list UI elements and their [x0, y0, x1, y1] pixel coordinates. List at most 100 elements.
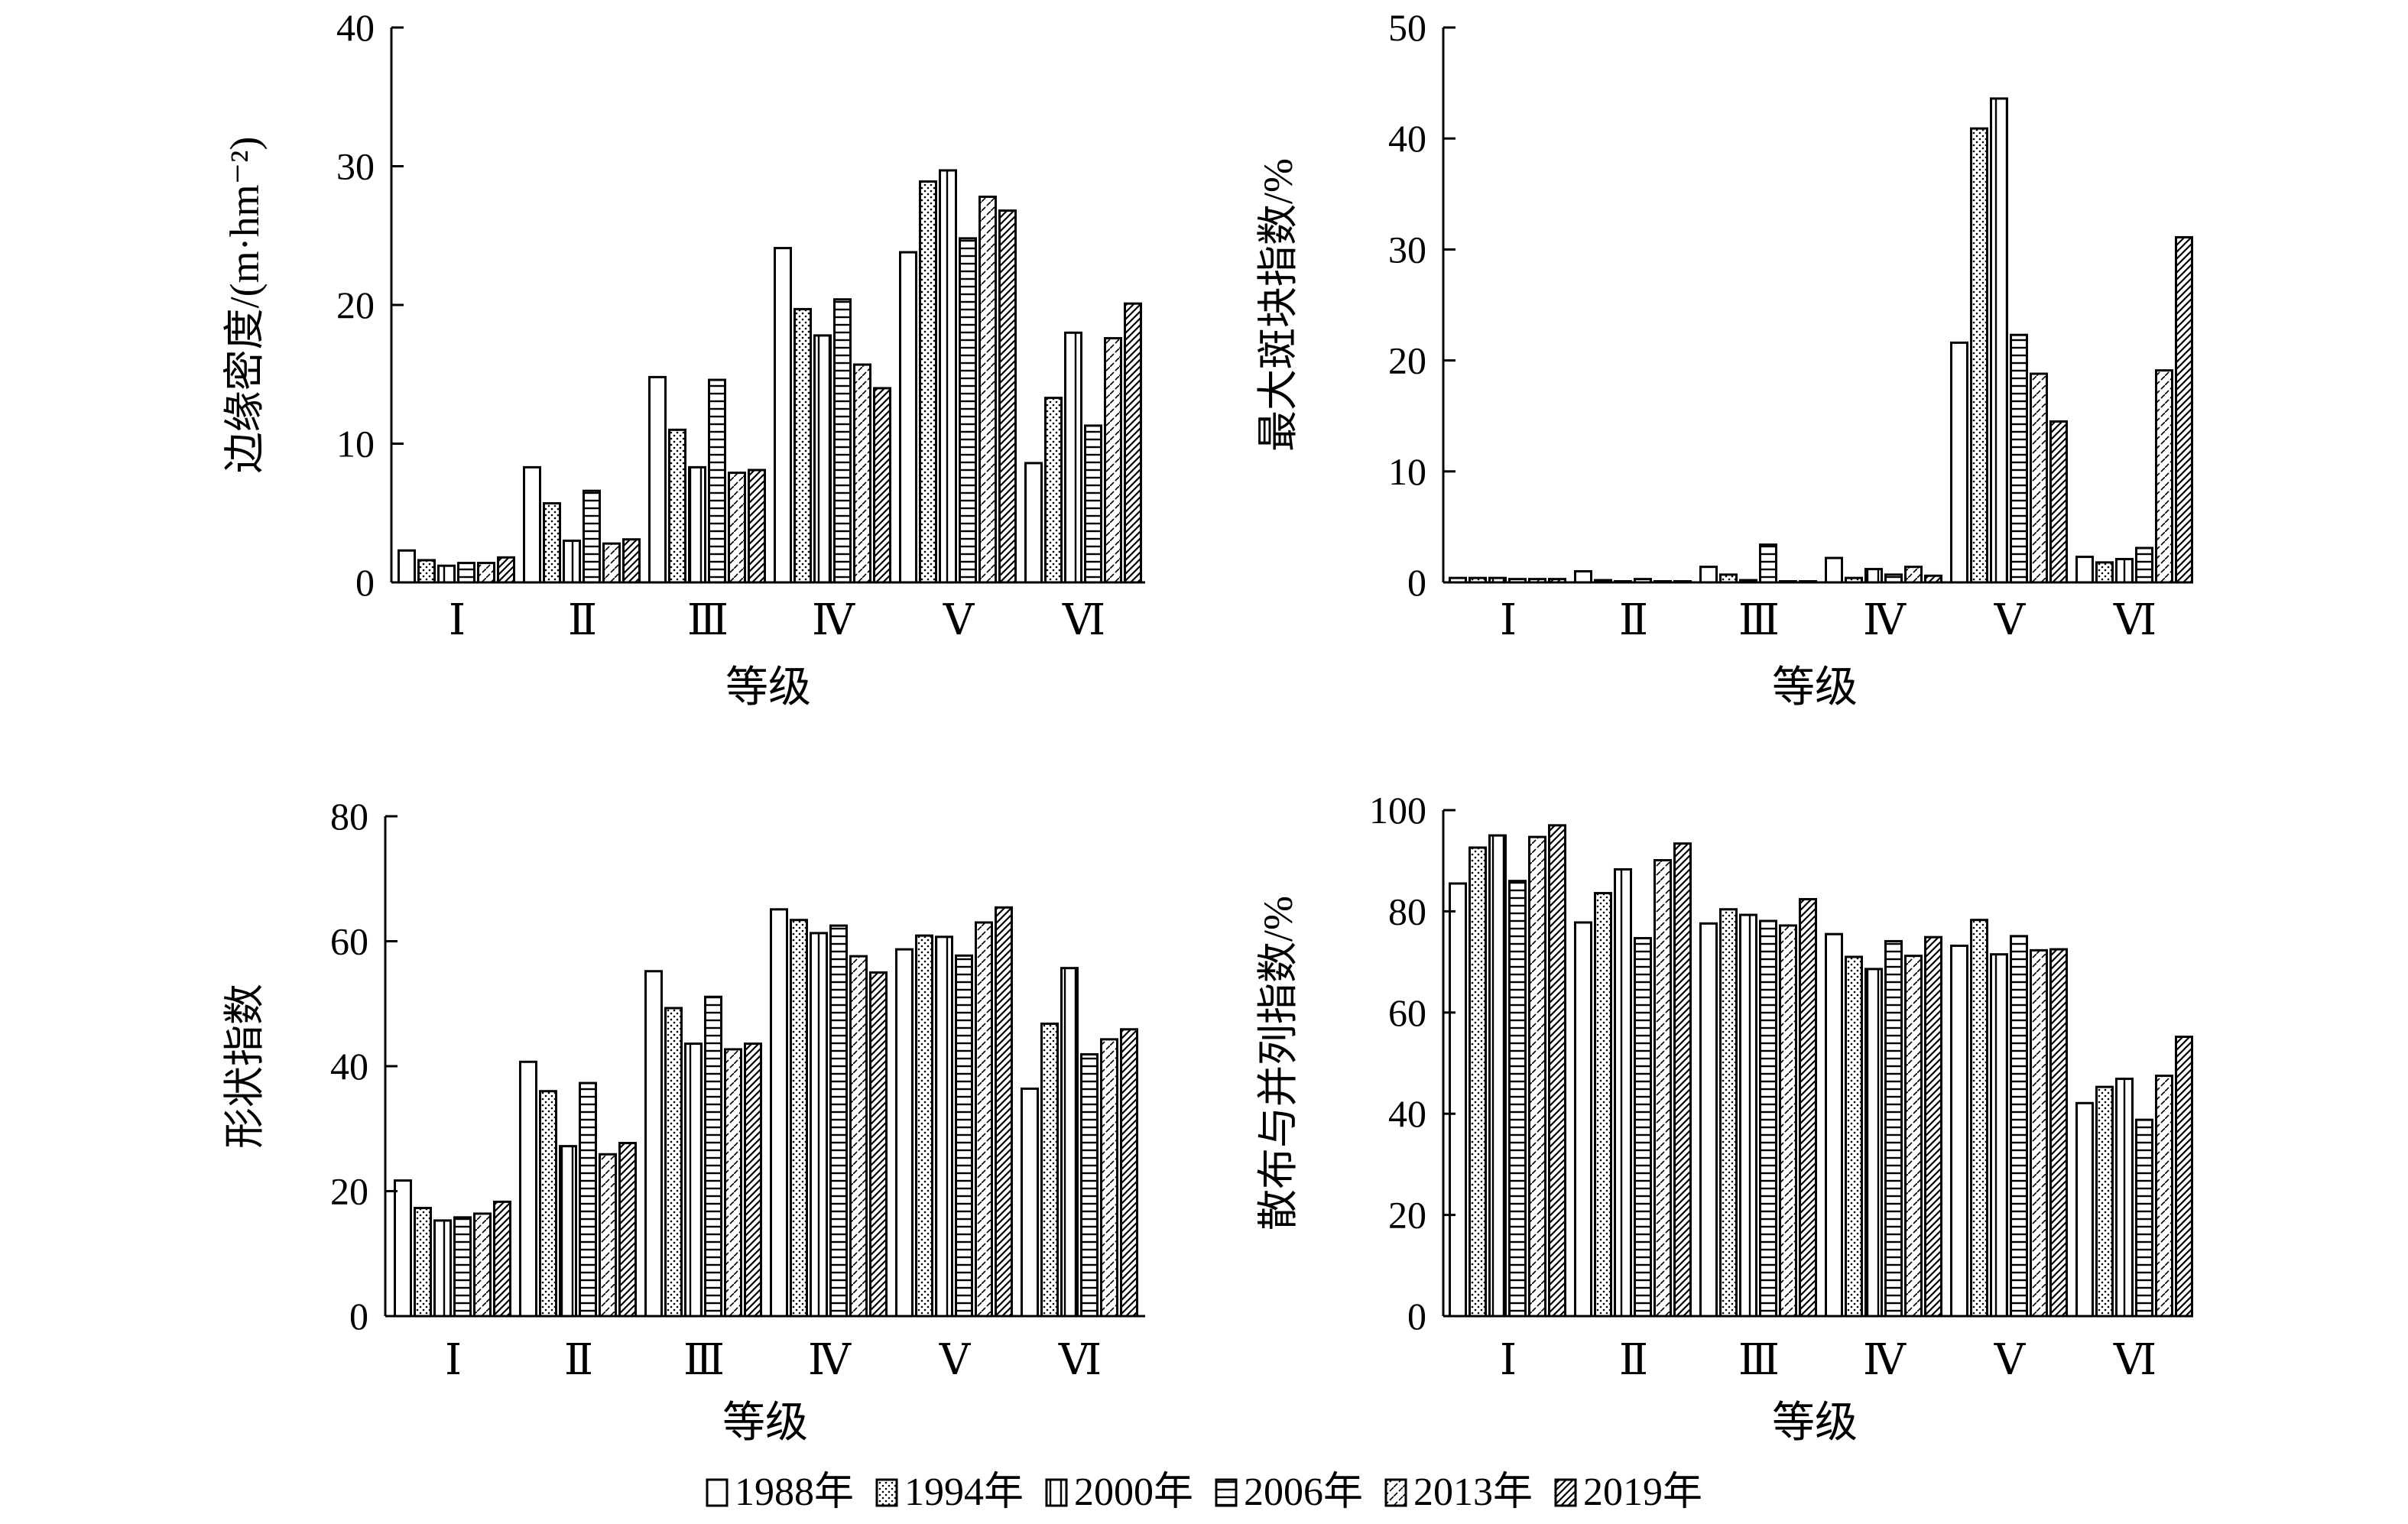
bar-panel1-2000年-Ⅴ [939, 169, 957, 584]
bar-panel3-2006年-Ⅳ [829, 924, 848, 1318]
bar-panel4-1994年-Ⅴ [1970, 919, 1988, 1318]
bar-panel1-1988年-Ⅳ [774, 247, 792, 584]
category-label: Ⅵ [2113, 1337, 2156, 1384]
legend-item-1988: 1988年 [706, 1473, 854, 1513]
category-label: Ⅰ [445, 1337, 462, 1384]
y-tick-label: 80 [1388, 890, 1426, 932]
bar-panel2-2013年-Ⅵ [2155, 369, 2173, 584]
x-axis-title: 等级 [1772, 664, 1858, 712]
bar-panel1-2019年-Ⅰ [497, 556, 515, 584]
y-tick-label: 60 [1388, 991, 1426, 1034]
legend-swatch-dots [875, 1478, 898, 1507]
category-label: Ⅴ [943, 597, 975, 644]
bar-panel1-1988年-Ⅲ [648, 375, 667, 584]
legend-label: 2000年 [1073, 1470, 1193, 1514]
bar-panel2-1994年-Ⅲ [1719, 573, 1738, 584]
bar-panel1-2006年-Ⅱ [583, 489, 601, 584]
bar-panel2-1988年-Ⅲ [1699, 566, 1718, 584]
bar-panel3-2006年-Ⅵ [1080, 1052, 1099, 1318]
bar-panel4-2006年-Ⅳ [1884, 939, 1903, 1318]
bar-panel4-1994年-Ⅱ [1594, 892, 1612, 1318]
bar-panel3-2006年-Ⅴ [955, 954, 973, 1318]
bar-panel4-1988年-Ⅲ [1699, 922, 1718, 1318]
y-tick-label: 100 [1369, 789, 1426, 832]
bar-panel4-1988年-Ⅰ [1449, 882, 1467, 1318]
category-label: Ⅳ [808, 1337, 852, 1384]
bar-panel1-2019年-Ⅵ [1124, 302, 1142, 584]
bar-panel2-2006年-Ⅴ [2010, 333, 2028, 584]
y-axis-title: 边缘密度/(m·hm⁻²) [222, 137, 268, 474]
bar-panel2-2013年-Ⅴ [2030, 372, 2048, 584]
legend-swatch-vlines [1045, 1478, 1068, 1507]
bar-panel1-2013年-Ⅰ [477, 562, 495, 584]
bar-panel1-2006年-Ⅲ [708, 378, 726, 584]
bar-panel2-1988年-Ⅴ [1950, 341, 1968, 584]
legend-swatch-hlines [1215, 1478, 1238, 1507]
y-tick-label: 20 [330, 1170, 368, 1213]
bar-panel3-1994年-Ⅵ [1040, 1022, 1059, 1318]
category-label: Ⅳ [1863, 1337, 1907, 1384]
legend-swatch-dashes [1384, 1478, 1407, 1507]
bar-panel4-2006年-Ⅱ [1634, 936, 1652, 1318]
category-label: Ⅴ [939, 1337, 972, 1384]
bar-panel2-1994年-Ⅵ [2095, 561, 2114, 584]
bar-panel1-2006年-Ⅴ [959, 237, 977, 584]
category-label: Ⅲ [683, 1337, 725, 1384]
bar-panel3-2013年-Ⅲ [724, 1048, 742, 1318]
bar-panel2-2000年-Ⅳ [1864, 568, 1883, 584]
bar-panel4-2013年-Ⅱ [1653, 859, 1672, 1318]
y-tick-label: 50 [1388, 6, 1426, 49]
legend: 1988年 1994年 2000年 2006年 2013年 2019年 [0, 1466, 2408, 1519]
legend-swatch-diag [1554, 1478, 1577, 1507]
bar-panel4-2013年-Ⅰ [1528, 835, 1546, 1318]
bar-panel1-1988年-Ⅱ [523, 465, 541, 584]
y-tick-label: 0 [349, 1295, 368, 1338]
bar-panel1-2000年-Ⅲ [688, 465, 706, 584]
bar-panel1-1994年-Ⅴ [919, 180, 937, 584]
bar-panel3-2013年-Ⅳ [849, 955, 868, 1318]
bar-panel1-1994年-Ⅳ [793, 307, 812, 584]
category-label: Ⅳ [812, 597, 855, 644]
y-axis-title: 散布与并列指数/% [1255, 896, 1301, 1231]
category-label: Ⅲ [687, 597, 729, 644]
bar-panel2-1988年-Ⅵ [2075, 556, 2094, 584]
bar-panel4-2000年-Ⅳ [1864, 968, 1883, 1318]
bar-panel1-2006年-Ⅳ [833, 298, 852, 584]
bar-panel4-2000年-Ⅲ [1739, 913, 1757, 1318]
bar-panel1-2000年-Ⅳ [813, 334, 832, 584]
x-axis-title: 等级 [1772, 1399, 1858, 1447]
category-label: Ⅰ [1500, 597, 1517, 644]
bar-panel3-2000年-Ⅲ [684, 1042, 703, 1318]
bar-panel4-2019年-Ⅴ [2049, 948, 2068, 1318]
bar-panel4-2013年-Ⅴ [2030, 948, 2048, 1318]
bar-panel1-2019年-Ⅱ [622, 538, 641, 584]
bar-panel4-2019年-Ⅲ [1799, 898, 1817, 1318]
bar-panel1-1994年-Ⅵ [1044, 397, 1063, 584]
category-label: Ⅰ [1500, 1337, 1517, 1384]
bar-panel2-1988年-Ⅱ [1574, 569, 1592, 584]
category-label: Ⅱ [1619, 1337, 1648, 1384]
bar-panel3-2006年-Ⅲ [704, 995, 722, 1318]
bar-panel1-1994年-Ⅲ [668, 428, 686, 584]
bar-panel1-2006年-Ⅰ [457, 562, 475, 584]
category-label: Ⅱ [568, 597, 597, 644]
legend-label: 1988年 [734, 1470, 854, 1514]
bar-panel2-2019年-Ⅵ [2175, 235, 2193, 584]
y-tick-label: 0 [355, 561, 375, 604]
bar-panel3-1988年-Ⅴ [895, 948, 914, 1318]
y-tick-label: 20 [1388, 339, 1426, 382]
bar-panel1-2019年-Ⅲ [748, 469, 766, 584]
bar-panel4-1994年-Ⅲ [1719, 908, 1738, 1318]
y-tick-label: 20 [1388, 1194, 1426, 1237]
bar-panel4-2000年-Ⅰ [1488, 834, 1507, 1318]
bar-panel3-2019年-Ⅵ [1120, 1028, 1138, 1318]
bar-panel1-2019年-Ⅴ [998, 209, 1017, 584]
y-tick-label: 10 [1388, 450, 1426, 493]
bar-panel3-1994年-Ⅰ [414, 1207, 432, 1318]
bar-panel3-1994年-Ⅱ [539, 1090, 557, 1318]
bar-panel3-2006年-Ⅰ [453, 1216, 472, 1318]
category-label: Ⅳ [1863, 597, 1907, 644]
bar-panel3-2000年-Ⅳ [810, 932, 828, 1318]
bar-panel3-2019年-Ⅲ [744, 1042, 762, 1318]
